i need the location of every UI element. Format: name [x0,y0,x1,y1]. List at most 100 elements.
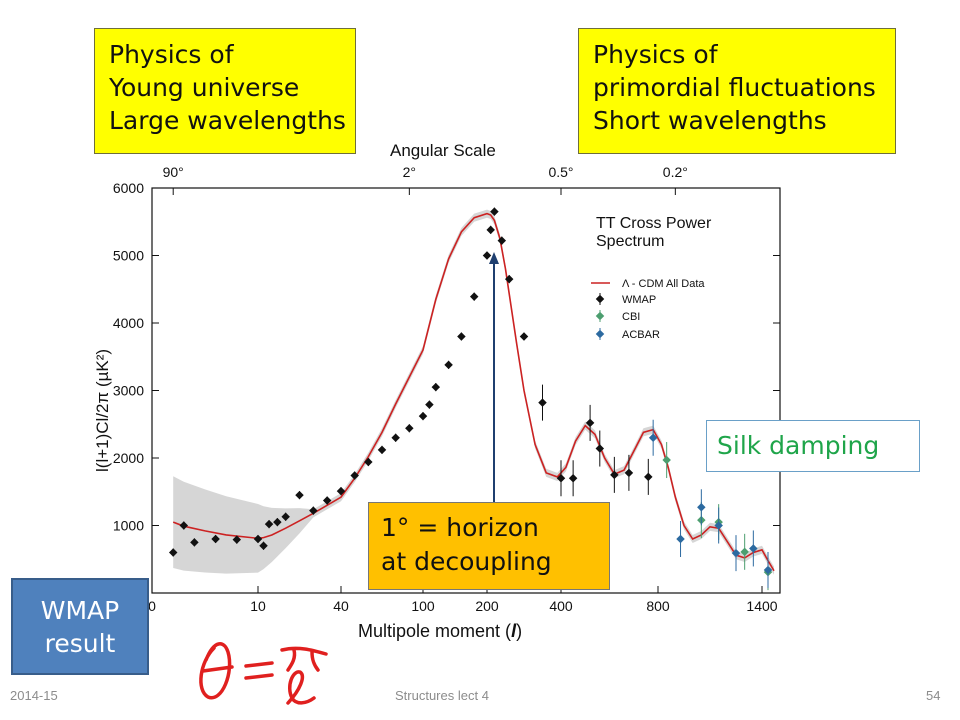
x-tick-label: 10 [250,598,266,614]
fluctuations-line1: Physics of [593,40,718,69]
wmap-point [444,360,453,370]
wmap-point [425,400,434,409]
top-tick-label: 0.5° [548,164,573,180]
horizon-line2: at decoupling [381,547,552,576]
wmap-point [568,474,578,483]
horizon-arrow-head [489,252,499,264]
legend: Λ - CDM All Data WMAP CBI ACBAR [591,278,705,341]
wmap-point [497,236,507,245]
legend-acbar-label: ACBAR [622,329,660,341]
fluctuations-line3: Short wavelengths [593,106,827,135]
x-tick-label: 1400 [746,598,777,614]
wmap-point [295,490,304,500]
wmap-point [336,486,346,496]
wmap-point [644,472,653,482]
legend-lcdm-label: Λ - CDM All Data [622,278,705,290]
footer-date: 2014-15 [10,688,58,703]
horizon-callout: 1° = horizon at decoupling [368,502,610,590]
top-tick-label: 90° [163,164,184,180]
wmap-result-badge: WMAP result [11,578,149,675]
acbar-point [731,548,741,558]
x-tick-label: 200 [475,598,499,614]
legend-title-line2: Spectrum [596,233,664,250]
data-points [168,207,773,591]
acbar-point [648,433,658,442]
wmap-point [431,382,441,392]
wmap-point [482,251,492,260]
y-tick-label: 2000 [113,450,144,466]
wmap-point [585,418,595,428]
young-universe-line3: Large wavelengths [109,106,346,135]
x-tick-label: 100 [411,598,435,614]
legend-cbi-label: CBI [622,311,640,323]
acbar-point [714,521,723,530]
acbar-point [676,534,685,544]
y-tick-label: 5000 [113,248,144,264]
wmap-point [556,474,566,483]
wmap-point [309,506,318,515]
wmap-point [610,470,619,480]
x-axis-label: Multipole moment (l) [358,621,522,641]
acbar-point [749,544,758,553]
wmap-point [538,398,547,407]
wmap-point [624,468,634,478]
wmap-point [519,332,529,341]
x-tick-label: 800 [646,598,670,614]
x-tick-label: 400 [549,598,573,614]
wmap-point [595,444,605,453]
y-tick-label: 3000 [113,383,144,399]
legend-wmap-label: WMAP [622,294,656,306]
y-axis-label: l(l+1)Cl/2π (µK²) [93,349,112,472]
fluctuations-line2: primordial fluctuations [593,73,876,102]
acbar-point [763,565,773,575]
young-universe-line1: Physics of [109,40,234,69]
fluctuations-callout: Physics of primordial fluctuations Short… [578,28,896,154]
wmap-badge-line2: result [44,629,116,658]
wmap-point [391,433,400,442]
cosmic-variance-band [173,209,774,575]
wmap-point [457,332,466,341]
horizon-line1: 1° = horizon [381,513,539,542]
wmap-point [281,512,290,521]
silk-damping-callout: Silk damping [706,420,920,472]
x-tick-label: 40 [333,598,349,614]
top-tick-label: 0.2° [663,164,688,180]
wmap-point [486,225,495,235]
top-axis-ticks: 90° 2° 0.5° 0.2° [163,164,688,195]
wmap-point [364,457,373,467]
handwritten-theta-formula [199,642,328,705]
top-tick-label: 2° [403,164,416,180]
legend-wmap-swatch [595,294,605,304]
wmap-point [405,424,414,433]
young-universe-line2: Young universe [109,73,300,102]
variance-band-shape [173,209,774,575]
wmap-point [377,445,387,455]
legend-title-line1: TT Cross Power [596,215,712,232]
wmap-point [264,519,274,529]
wmap-point [418,411,428,421]
cbi-point [662,455,671,465]
acbar-point [697,503,706,512]
y-tick-label: 1000 [113,518,144,534]
footer-page-number: 54 [926,688,941,703]
wmap-point [350,471,359,480]
wmap-point [490,207,499,216]
y-tick-label: 6000 [113,180,144,196]
wmap-point [259,541,268,550]
young-universe-callout: Physics of Young universe Large waveleng… [94,28,356,154]
y-axis-ticks: 1000 2000 3000 4000 5000 6000 [113,180,780,534]
legend-acbar-swatch [595,329,605,339]
x-tick-label: 0 [148,598,156,614]
footer-course: Structures lect 4 [395,688,489,703]
wmap-point [273,517,282,527]
top-axis-title: Angular Scale [390,141,496,160]
x-axis-ticks: 0 10 40 100 200 400 800 1400 [148,586,778,614]
y-tick-label: 4000 [113,315,144,331]
wmap-point [322,496,332,505]
cbi-point [740,547,749,557]
wmap-point [504,274,514,284]
wmap-point [469,292,479,301]
wmap-badge-line1: WMAP [40,596,120,625]
legend-cbi-swatch [595,311,605,321]
